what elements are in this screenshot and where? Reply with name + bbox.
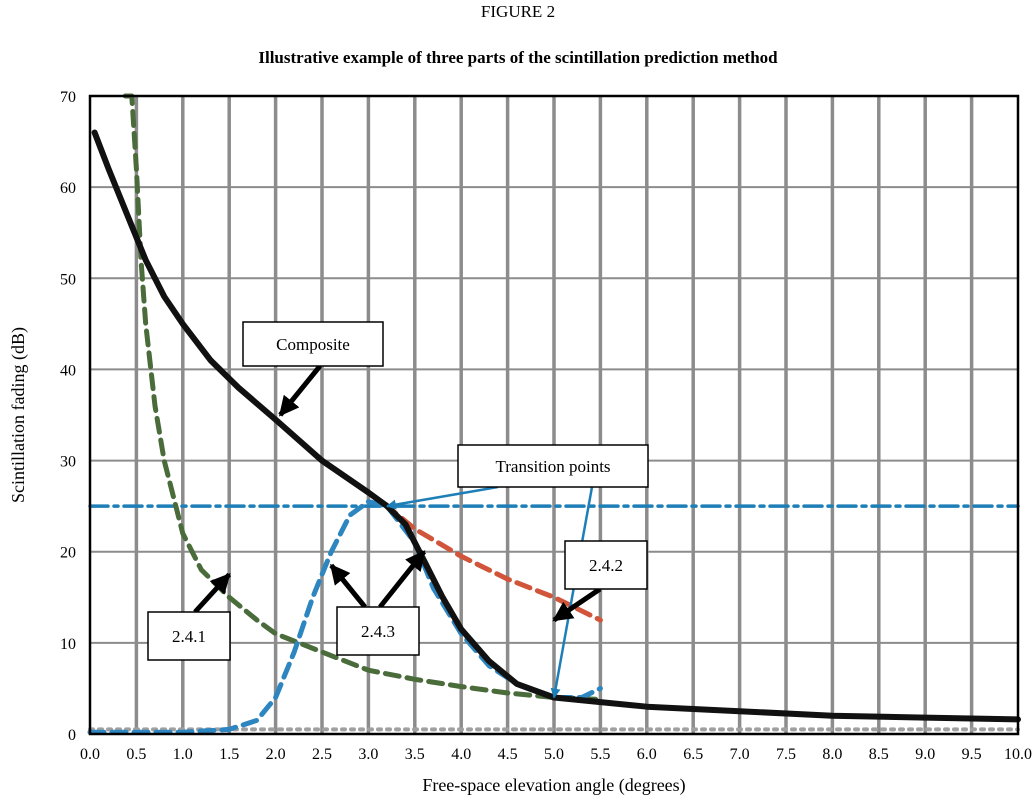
x-tick-label: 0.5	[126, 746, 146, 763]
x-tick-label: 6.0	[637, 746, 657, 763]
figure-label: FIGURE 2	[480, 2, 556, 21]
chart-title: Illustrative example of three parts of t…	[258, 48, 778, 67]
x-tick-label: 3.0	[358, 746, 378, 763]
y-tick-label: 60	[60, 180, 76, 197]
callout-arrow-transition-points	[550, 486, 594, 699]
callout-box-2-4-1	[147, 611, 231, 661]
plot-frame	[88, 94, 1020, 736]
callout-box-composite	[242, 321, 384, 367]
callout-label-composite: Composite	[276, 335, 350, 354]
x-tick-label: 4.5	[498, 746, 518, 763]
x-tick-label: 3.5	[405, 746, 425, 763]
y-tick-label: 10	[60, 636, 76, 653]
callout-label-2-4-3: 2.4.3	[361, 622, 395, 641]
callout-arrow-2-4-1	[193, 572, 232, 614]
series-line-2-4-2	[92, 130, 603, 623]
x-tick-label: 1.0	[173, 746, 193, 763]
y-tick-label: 50	[60, 271, 76, 288]
y-tick-label: 0	[68, 727, 76, 744]
callout-box-transition-points	[457, 444, 649, 488]
x-tick-label: 2.0	[266, 746, 286, 763]
x-tick-label: 0.0	[80, 746, 100, 763]
x-tick-label: 5.0	[544, 746, 564, 763]
x-tick-label: 6.5	[683, 746, 703, 763]
x-tick-label: 9.0	[915, 746, 935, 763]
callouts: Composite Transition points 2.4.1 2.4.3 2.4.…	[147, 321, 649, 699]
y-tick-label: 20	[60, 545, 76, 562]
x-tick-label: 4.0	[451, 746, 471, 763]
x-tick-label: 10.0	[1004, 746, 1032, 763]
x-axis-label: Free-space elevation angle (degrees)	[422, 775, 685, 796]
callout-box-2-4-2	[564, 540, 648, 590]
callout-arrow-transition-points	[385, 485, 499, 510]
callout-arrow-2-4-3	[378, 550, 427, 609]
y-tick-label: 30	[60, 454, 76, 471]
y-axis-label: Scintillation fading (dB)	[8, 327, 29, 503]
x-tick-label: 9.5	[962, 746, 982, 763]
callout-arrow-2-4-2	[552, 586, 602, 623]
x-tick-label: 7.5	[776, 746, 796, 763]
x-tick-label: 8.5	[869, 746, 889, 763]
callout-label-2-4-1: 2.4.1	[172, 627, 206, 646]
x-tick-label: 7.0	[730, 746, 750, 763]
tick-labels: 0.0 0.5 1.0 1.5 2.0 2.5 3.0 3.5 4.0 4.5 5.0 5.5 6.0 6…	[60, 89, 1032, 763]
y-tick-label: 40	[60, 362, 76, 379]
series-line-composite	[91, 129, 1021, 723]
callout-arrow-composite	[278, 364, 322, 417]
x-tick-label: 5.5	[590, 746, 610, 763]
y-tick-label: 70	[60, 89, 76, 106]
x-tick-label: 1.5	[219, 746, 239, 763]
x-tick-label: 8.0	[822, 746, 842, 763]
x-tick-label: 2.5	[312, 746, 332, 763]
series-line-2-4-3	[87, 499, 603, 735]
callout-label-transition-points: Transition points	[495, 457, 610, 476]
callout-box-2-4-3	[336, 606, 420, 656]
callout-arrow-2-4-3	[329, 563, 367, 609]
callout-label-2-4-2: 2.4.2	[589, 556, 623, 575]
